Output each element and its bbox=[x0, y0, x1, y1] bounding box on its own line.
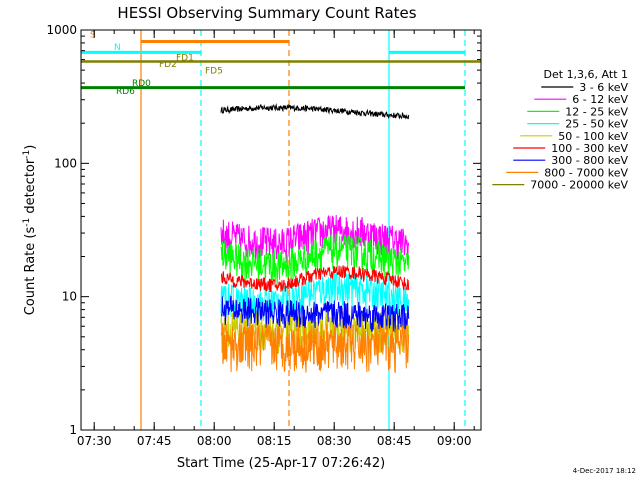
y-label-part: Count Rate (s bbox=[23, 227, 38, 316]
y-label-part: detector bbox=[23, 158, 38, 218]
x-tick-label: 07:45 bbox=[137, 434, 172, 448]
overlay-label: FD5 bbox=[205, 67, 223, 77]
series-line-7 bbox=[220, 295, 410, 334]
legend-header: Det 1,3,6, Att 1 bbox=[544, 68, 628, 81]
axes: 1 10 100 1000 07:30 07:45 08:00 08:15 08:30 08:45… bbox=[46, 23, 481, 448]
series-line-8 bbox=[220, 323, 410, 374]
series-line-6 bbox=[220, 265, 410, 293]
y-tick-label: 10 bbox=[62, 290, 77, 304]
y-tick-label: 1 bbox=[69, 423, 77, 437]
x-tick-label: 08:30 bbox=[317, 434, 352, 448]
y-tick-label: 1000 bbox=[46, 23, 77, 37]
y-axis-label: Count Rate (s-1 detector-1) bbox=[22, 145, 38, 316]
overlay-label: FD2 bbox=[159, 60, 177, 70]
legend-entry: 6 - 12 keV bbox=[572, 93, 628, 106]
series-line-2 bbox=[220, 214, 410, 266]
legend-entry: 800 - 7000 keV bbox=[544, 166, 628, 179]
overlay-label: RD0 bbox=[132, 79, 151, 89]
x-tick-label: 07:30 bbox=[77, 434, 112, 448]
x-tick-label: 08:45 bbox=[377, 434, 412, 448]
y-label-part: ) bbox=[23, 145, 38, 150]
overlay-label: RD6 bbox=[116, 87, 135, 97]
x-axis-label: Start Time (25-Apr-17 07:26:42) bbox=[177, 456, 385, 471]
y-label-sup: -1 bbox=[22, 150, 32, 159]
series-line-3 bbox=[220, 233, 410, 286]
footer-date: 4-Dec-2017 18:12 bbox=[573, 467, 636, 475]
y-tick-label: 100 bbox=[54, 156, 77, 170]
plot-frame bbox=[80, 29, 482, 431]
legend-entry: 300 - 800 keV bbox=[551, 154, 628, 167]
x-tick-label: 08:15 bbox=[257, 434, 292, 448]
legend-entry: 3 - 6 keV bbox=[579, 81, 628, 94]
overlay-label: S bbox=[90, 30, 96, 40]
x-tick-label: 08:00 bbox=[197, 434, 232, 448]
legend-entry: 7000 - 20000 keV bbox=[530, 179, 628, 192]
legend-entry: 50 - 100 keV bbox=[558, 130, 628, 143]
legend-entry: 12 - 25 keV bbox=[565, 105, 628, 118]
overlay-label: N bbox=[114, 43, 121, 53]
overlay-label: FD1 bbox=[176, 54, 194, 64]
legend-entry: 25 - 50 keV bbox=[565, 118, 628, 131]
x-tick-label: 09:00 bbox=[437, 434, 472, 448]
legend-entry: 100 - 300 keV bbox=[551, 142, 628, 155]
chart-title: HESSI Observing Summary Count Rates bbox=[117, 4, 416, 22]
series-layer bbox=[81, 60, 481, 374]
y-label-sup: -1 bbox=[22, 218, 32, 227]
series-line-1 bbox=[220, 103, 410, 120]
series-line-4 bbox=[220, 271, 410, 323]
